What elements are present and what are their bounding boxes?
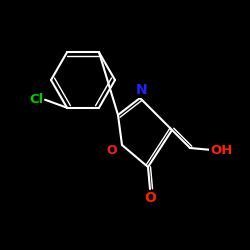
Text: Cl: Cl [29, 93, 43, 106]
Text: O: O [107, 144, 117, 156]
Text: O: O [144, 191, 156, 205]
Text: OH: OH [211, 144, 233, 156]
Text: N: N [136, 83, 148, 97]
